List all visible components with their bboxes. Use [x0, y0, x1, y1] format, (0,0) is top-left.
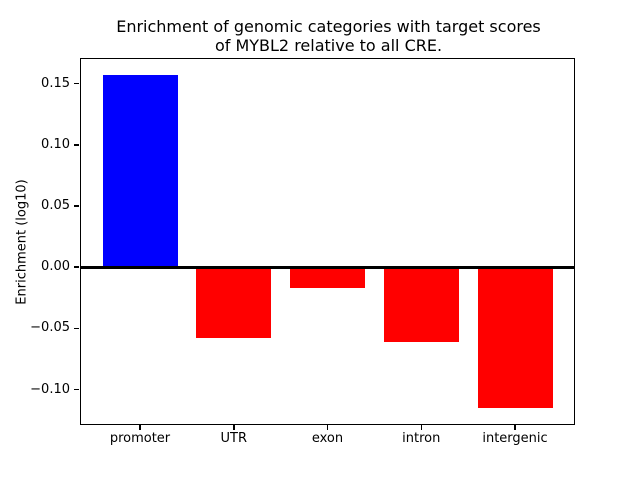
- x-tick-label: intergenic: [482, 431, 548, 446]
- x-tick-label: intron: [402, 431, 441, 446]
- y-tick: [73, 82, 79, 85]
- bar-exon: [290, 267, 365, 288]
- y-tick: [73, 388, 79, 391]
- y-tick-label: −0.10: [30, 381, 70, 397]
- bar-promoter: [102, 75, 178, 268]
- y-tick: [73, 266, 79, 268]
- x-tick-label: promoter: [109, 431, 171, 446]
- zero-baseline: [80, 265, 575, 269]
- x-tick: [139, 425, 141, 430]
- y-tick-label: 0.10: [41, 136, 70, 152]
- bar-intron: [383, 267, 459, 342]
- y-tick-label: 0.15: [41, 75, 70, 91]
- y-tick: [73, 205, 79, 207]
- bar-intergenic: [477, 267, 553, 408]
- x-tick: [420, 425, 422, 430]
- y-tick-label: 0.05: [41, 198, 70, 214]
- x-tick: [514, 425, 516, 430]
- y-tick: [73, 327, 79, 330]
- y-tick-label: 0.00: [41, 259, 70, 275]
- y-tick: [73, 144, 79, 146]
- x-tick: [233, 425, 235, 430]
- x-tick-label: UTR: [220, 431, 248, 446]
- chart-title: Enrichment of genomic categories with ta…: [116, 17, 541, 55]
- plot-area: promoter UTR exon intron intergenic 0.15 0.10 0…: [30, 58, 575, 446]
- bar-UTR: [196, 267, 272, 339]
- x-tick-label: exon: [311, 431, 344, 446]
- y-tick-label: −0.05: [30, 320, 70, 336]
- x-tick: [326, 425, 329, 430]
